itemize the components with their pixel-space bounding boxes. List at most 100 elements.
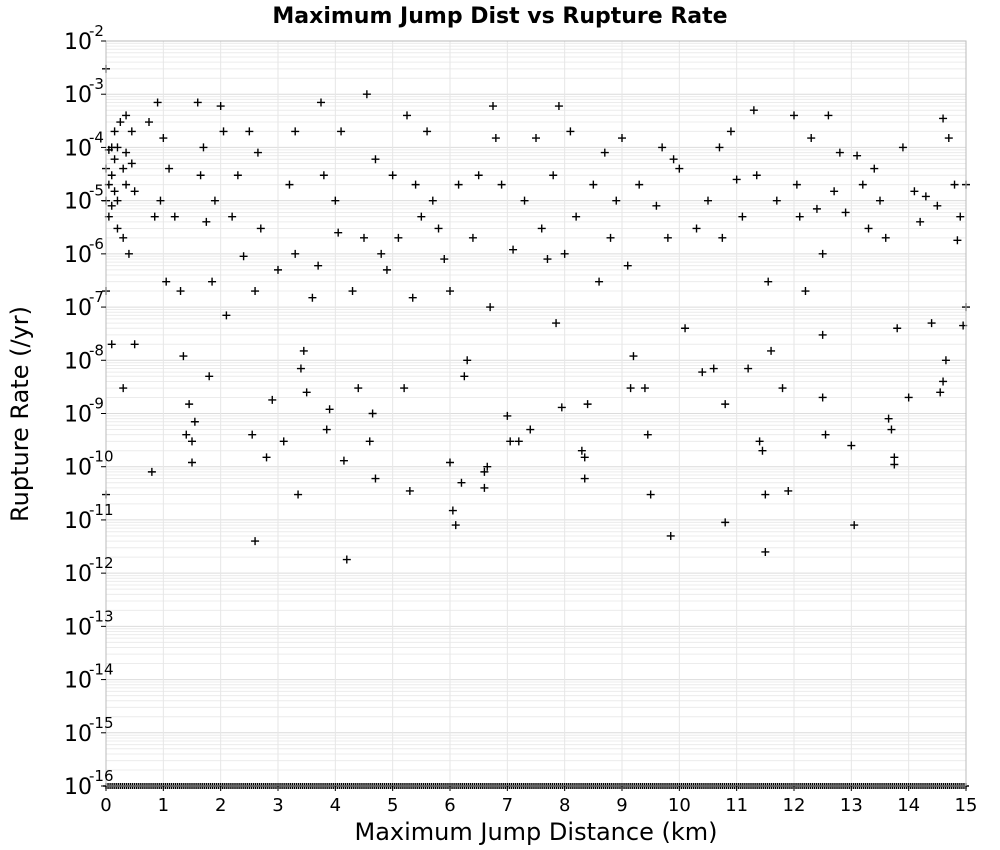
y-tick-label: 10 xyxy=(64,775,92,800)
data-point xyxy=(159,134,168,143)
data-point xyxy=(927,319,936,328)
y-tick-exponent: -13 xyxy=(89,607,114,625)
data-point xyxy=(612,196,621,205)
data-point xyxy=(666,531,675,540)
data-point xyxy=(162,277,171,286)
x-tick-label: 8 xyxy=(559,795,570,816)
data-point xyxy=(784,486,793,495)
data-point xyxy=(583,400,592,409)
data-point xyxy=(314,261,323,270)
data-point xyxy=(122,180,131,189)
y-tick-exponent: -10 xyxy=(89,448,114,466)
data-point xyxy=(483,462,492,471)
data-point xyxy=(884,414,893,423)
data-point xyxy=(365,437,374,446)
data-point xyxy=(248,430,257,439)
data-point xyxy=(941,356,950,365)
data-point xyxy=(744,364,753,373)
y-tick-exponent: -2 xyxy=(89,22,104,40)
data-point xyxy=(795,212,804,221)
data-point xyxy=(411,180,420,189)
data-point xyxy=(371,474,380,483)
data-point xyxy=(514,437,523,446)
data-point xyxy=(480,467,489,476)
data-point xyxy=(704,196,712,205)
data-point xyxy=(623,261,632,270)
data-point xyxy=(193,98,202,107)
data-point xyxy=(847,441,856,450)
data-point xyxy=(921,192,930,201)
y-axis-label: Rupture Rate (/yr) xyxy=(6,306,34,522)
data-point xyxy=(626,384,635,393)
data-point xyxy=(107,201,116,210)
data-point xyxy=(408,293,417,302)
data-point xyxy=(119,164,128,173)
data-point xyxy=(468,233,477,242)
data-point xyxy=(580,453,589,462)
data-point xyxy=(589,180,598,189)
data-point xyxy=(176,287,185,296)
data-point xyxy=(953,236,962,245)
data-point xyxy=(463,356,472,365)
y-tick-label: 10 xyxy=(64,509,92,534)
data-point xyxy=(916,217,925,226)
data-point xyxy=(337,127,346,136)
data-point xyxy=(732,175,741,184)
data-point xyxy=(692,224,701,233)
data-point xyxy=(190,417,199,426)
data-point xyxy=(936,388,945,397)
data-point xyxy=(890,453,899,462)
data-point xyxy=(792,180,801,189)
data-point xyxy=(910,187,919,196)
data-point xyxy=(253,148,262,157)
data-point xyxy=(294,490,303,499)
data-point xyxy=(709,364,718,373)
y-tick-label: 10 xyxy=(64,722,92,747)
data-point xyxy=(898,143,907,152)
data-point xyxy=(423,127,432,136)
data-point xyxy=(761,547,770,556)
data-point xyxy=(646,490,655,499)
y-tick-label: 10 xyxy=(64,243,92,268)
data-point xyxy=(721,400,730,409)
data-point xyxy=(480,483,489,492)
y-tick-exponent: -11 xyxy=(89,501,114,519)
data-point xyxy=(532,134,540,143)
data-point xyxy=(382,265,391,274)
data-point xyxy=(572,212,581,221)
x-tick-label: 10 xyxy=(668,795,691,816)
data-point xyxy=(205,372,214,381)
data-point xyxy=(451,521,460,530)
data-point xyxy=(119,233,128,242)
data-point xyxy=(440,255,449,264)
data-point xyxy=(486,303,495,312)
data-point xyxy=(821,430,830,439)
data-point xyxy=(216,102,225,111)
data-point xyxy=(130,187,139,196)
data-point xyxy=(718,233,727,242)
data-point xyxy=(268,395,277,404)
data-point xyxy=(939,114,948,123)
data-point xyxy=(635,180,644,189)
data-point xyxy=(858,180,867,189)
data-point xyxy=(403,111,411,120)
y-tick-exponent: -7 xyxy=(89,288,104,306)
data-point xyxy=(150,212,159,221)
data-point xyxy=(119,384,128,393)
data-point xyxy=(371,155,380,164)
data-point xyxy=(881,233,890,242)
data-point xyxy=(434,224,443,233)
data-point xyxy=(122,111,131,120)
data-point xyxy=(595,277,604,286)
data-point xyxy=(113,196,122,205)
y-tick-label: 10 xyxy=(64,349,92,374)
data-point xyxy=(228,212,237,221)
data-point xyxy=(560,249,569,258)
y-tick-label: 10 xyxy=(64,403,92,428)
data-point xyxy=(319,171,328,180)
data-point xyxy=(279,437,288,446)
data-point xyxy=(715,143,724,152)
data-point xyxy=(552,319,561,328)
y-tick-exponent: -5 xyxy=(89,182,104,200)
